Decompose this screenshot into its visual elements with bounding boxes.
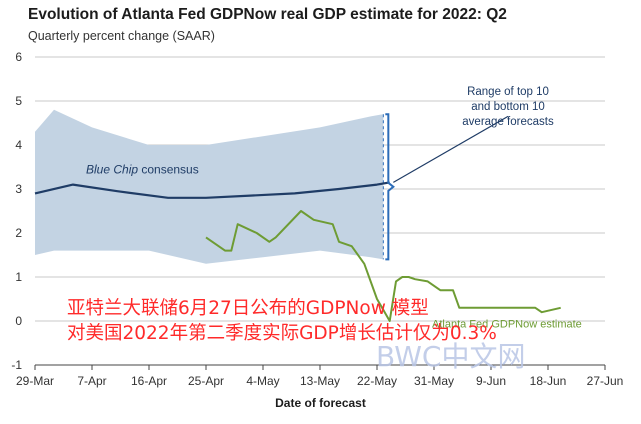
range-label-line: Range of top 10 — [467, 86, 549, 98]
watermark: BWC中文网 — [376, 340, 526, 373]
y-tick-label: 6 — [15, 50, 22, 64]
x-tick-label: 31-May — [414, 374, 454, 388]
range-band-area — [35, 109, 384, 264]
x-tick-label: 16-Apr — [131, 374, 167, 388]
series-line-gdpnow — [205, 210, 561, 322]
range-label-line: average forecasts — [462, 116, 554, 128]
gdpnow-label: Atlanta Fed GDPNow estimate — [432, 319, 582, 331]
x-tick-label: 7-Apr — [77, 374, 106, 388]
x-tick-label: 29-Mar — [16, 374, 54, 388]
x-tick-label: 27-Jun — [587, 374, 624, 388]
blue-chip-label: Blue Chip consensus — [86, 163, 199, 177]
y-tick-label: 3 — [15, 182, 22, 196]
forecast-range-band — [35, 109, 384, 264]
overlay-caption-line2: 对美国2022年第二季度实际GDP增长估计仅为0.3% — [67, 323, 497, 344]
range-bracket — [385, 113, 395, 261]
annotations: Blue Chip consensus Atlanta Fed GDPNow es… — [86, 86, 582, 331]
axes: -1 0 1 2 3 4 5 6 29-Mar 7-Apr 16-Apr 25-Apr 4-May 13-… — [11, 50, 623, 388]
y-tick-label: 5 — [15, 94, 22, 108]
y-tick-label: 2 — [15, 226, 22, 240]
chart-subtitle: Quarterly percent change (SAAR) — [28, 29, 215, 43]
x-tick-label: 13-May — [300, 374, 340, 388]
x-tick-label: 18-Jun — [530, 374, 567, 388]
x-tick-label: 25-Apr — [188, 374, 224, 388]
series-line-blue-chip — [34, 181, 390, 199]
series-lines — [34, 181, 561, 322]
x-tick-label: 22-May — [357, 374, 397, 388]
y-tick-label: 1 — [15, 270, 22, 284]
chart-title: Evolution of Atlanta Fed GDPNow real GDP… — [28, 6, 507, 23]
range-leader-line — [393, 115, 509, 183]
y-tick-label: -1 — [11, 358, 22, 372]
overlay-caption-line1: 亚特兰大联储6月27日公布的GDPNow 模型 — [67, 298, 429, 319]
y-tick-label: 4 — [15, 138, 22, 152]
y-tick-label: 0 — [15, 314, 22, 328]
x-tick-label: 9-Jun — [476, 374, 506, 388]
x-axis-label: Date of forecast — [275, 396, 366, 410]
range-label-line: and bottom 10 — [471, 101, 545, 113]
x-tick-label: 4-May — [246, 374, 279, 388]
